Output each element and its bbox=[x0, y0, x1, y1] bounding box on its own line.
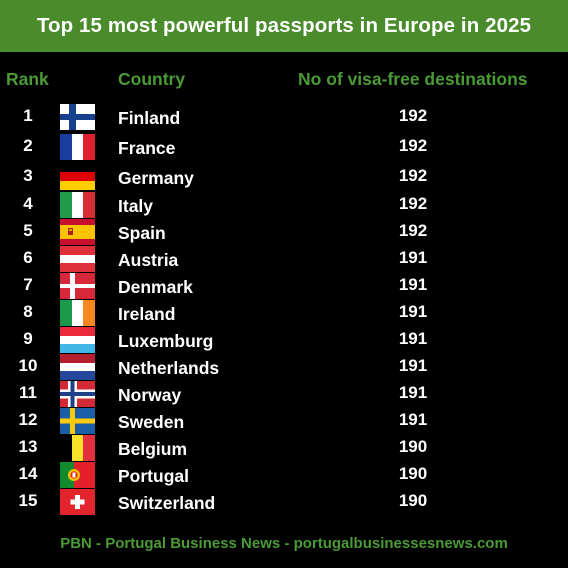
country-cell: Portugal bbox=[118, 466, 189, 486]
visa-column-header: No of visa-free destinations bbox=[298, 69, 528, 89]
table-row: 3 Germany 192 bbox=[0, 164, 568, 191]
table-row: 4 Italy 192 bbox=[0, 192, 568, 219]
table-row: 5 Spain 192 bbox=[0, 219, 568, 246]
country-cell: Norway bbox=[118, 385, 182, 405]
visa-free-count-cell: 191 bbox=[398, 275, 428, 294]
table-row: 6 Austria 191 bbox=[0, 246, 568, 273]
footer-credit: PBN - Portugal Business News - portugalb… bbox=[60, 535, 508, 552]
switzerland-flag-icon bbox=[60, 489, 95, 515]
rank-cell: 11 bbox=[19, 383, 37, 402]
table-row: 11 Norway 191 bbox=[0, 381, 568, 408]
country-cell: Switzerland bbox=[118, 493, 216, 513]
table-row: 8 Ireland 191 bbox=[0, 300, 568, 327]
rank-cell: 8 bbox=[23, 302, 33, 321]
italy-flag-icon bbox=[60, 192, 95, 218]
rank-cell: 1 bbox=[23, 106, 33, 125]
rank-cell: 3 bbox=[23, 166, 33, 185]
table-row: 10 Netherlands 191 bbox=[0, 354, 568, 381]
title-banner: Top 15 most powerful passports in Europe… bbox=[0, 0, 568, 52]
country-cell: Italy bbox=[118, 196, 154, 216]
country-cell: Austria bbox=[118, 250, 179, 270]
ireland-flag-icon bbox=[60, 300, 95, 326]
rank-cell: 10 bbox=[18, 356, 38, 375]
visa-free-count-cell: 191 bbox=[398, 302, 428, 321]
visa-free-count-cell: 191 bbox=[398, 329, 428, 348]
rank-cell: 13 bbox=[18, 437, 38, 456]
table-row: 13 Belgium 190 bbox=[0, 435, 568, 462]
country-cell: Ireland bbox=[118, 304, 176, 324]
country-cell: France bbox=[118, 138, 176, 158]
belgium-flag-icon bbox=[60, 435, 95, 461]
rank-cell: 14 bbox=[18, 464, 38, 483]
country-cell: Spain bbox=[118, 223, 166, 243]
spain-flag-icon bbox=[60, 219, 95, 245]
visa-free-count-cell: 190 bbox=[398, 491, 428, 510]
table-row: 9 Luxemburg 191 bbox=[0, 327, 568, 354]
rank-cell: 7 bbox=[23, 275, 33, 294]
visa-free-count-cell: 191 bbox=[398, 383, 428, 402]
table-row: 15 Switzerland 190 bbox=[0, 489, 568, 516]
denmark-flag-icon bbox=[60, 273, 95, 299]
norway-flag-icon bbox=[60, 381, 95, 407]
visa-free-count-cell: 192 bbox=[398, 221, 428, 240]
table-row: 1 Finland 192 bbox=[0, 104, 568, 131]
portugal-flag-icon bbox=[60, 462, 95, 488]
rank-cell: 4 bbox=[23, 194, 33, 213]
visa-free-count-cell: 191 bbox=[398, 248, 428, 267]
visa-free-count-cell: 192 bbox=[398, 166, 428, 185]
table-row: 2 France 192 bbox=[0, 134, 568, 161]
visa-free-count-cell: 191 bbox=[398, 356, 428, 375]
visa-free-count-cell: 190 bbox=[398, 437, 428, 456]
visa-free-count-cell: 192 bbox=[398, 194, 428, 213]
country-cell: Netherlands bbox=[118, 358, 220, 378]
table-row: 12 Sweden 191 bbox=[0, 408, 568, 435]
rank-cell: 9 bbox=[23, 329, 33, 348]
luxemburg-flag-icon bbox=[60, 327, 95, 353]
country-cell: Finland bbox=[118, 108, 181, 128]
france-flag-icon bbox=[60, 134, 95, 160]
country-column-header: Country bbox=[118, 69, 186, 89]
country-cell: Sweden bbox=[118, 412, 185, 432]
visa-free-count-cell: 190 bbox=[398, 464, 428, 483]
rank-cell: 2 bbox=[23, 136, 33, 155]
sweden-flag-icon bbox=[60, 408, 95, 434]
visa-free-count-cell: 192 bbox=[398, 106, 428, 125]
visa-free-count-cell: 192 bbox=[398, 136, 428, 155]
country-cell: Belgium bbox=[118, 439, 188, 459]
table-row: 7 Denmark 191 bbox=[0, 273, 568, 300]
rank-cell: 12 bbox=[18, 410, 38, 429]
visa-free-count-cell: 191 bbox=[398, 410, 428, 429]
finland-flag-icon bbox=[60, 104, 95, 130]
rank-cell: 6 bbox=[23, 248, 33, 267]
germany-flag-icon bbox=[60, 164, 95, 190]
austria-flag-icon bbox=[60, 246, 95, 272]
country-cell: Luxemburg bbox=[118, 331, 214, 351]
rank-cell: 15 bbox=[18, 491, 38, 510]
page-title: Top 15 most powerful passports in Europe… bbox=[36, 14, 532, 37]
country-cell: Germany bbox=[118, 168, 194, 188]
table-row: 14 Portugal 190 bbox=[0, 462, 568, 489]
rank-cell: 5 bbox=[23, 221, 33, 240]
country-cell: Denmark bbox=[118, 277, 193, 297]
rank-column-header: Rank bbox=[6, 69, 49, 89]
netherlands-flag-icon bbox=[60, 354, 95, 380]
